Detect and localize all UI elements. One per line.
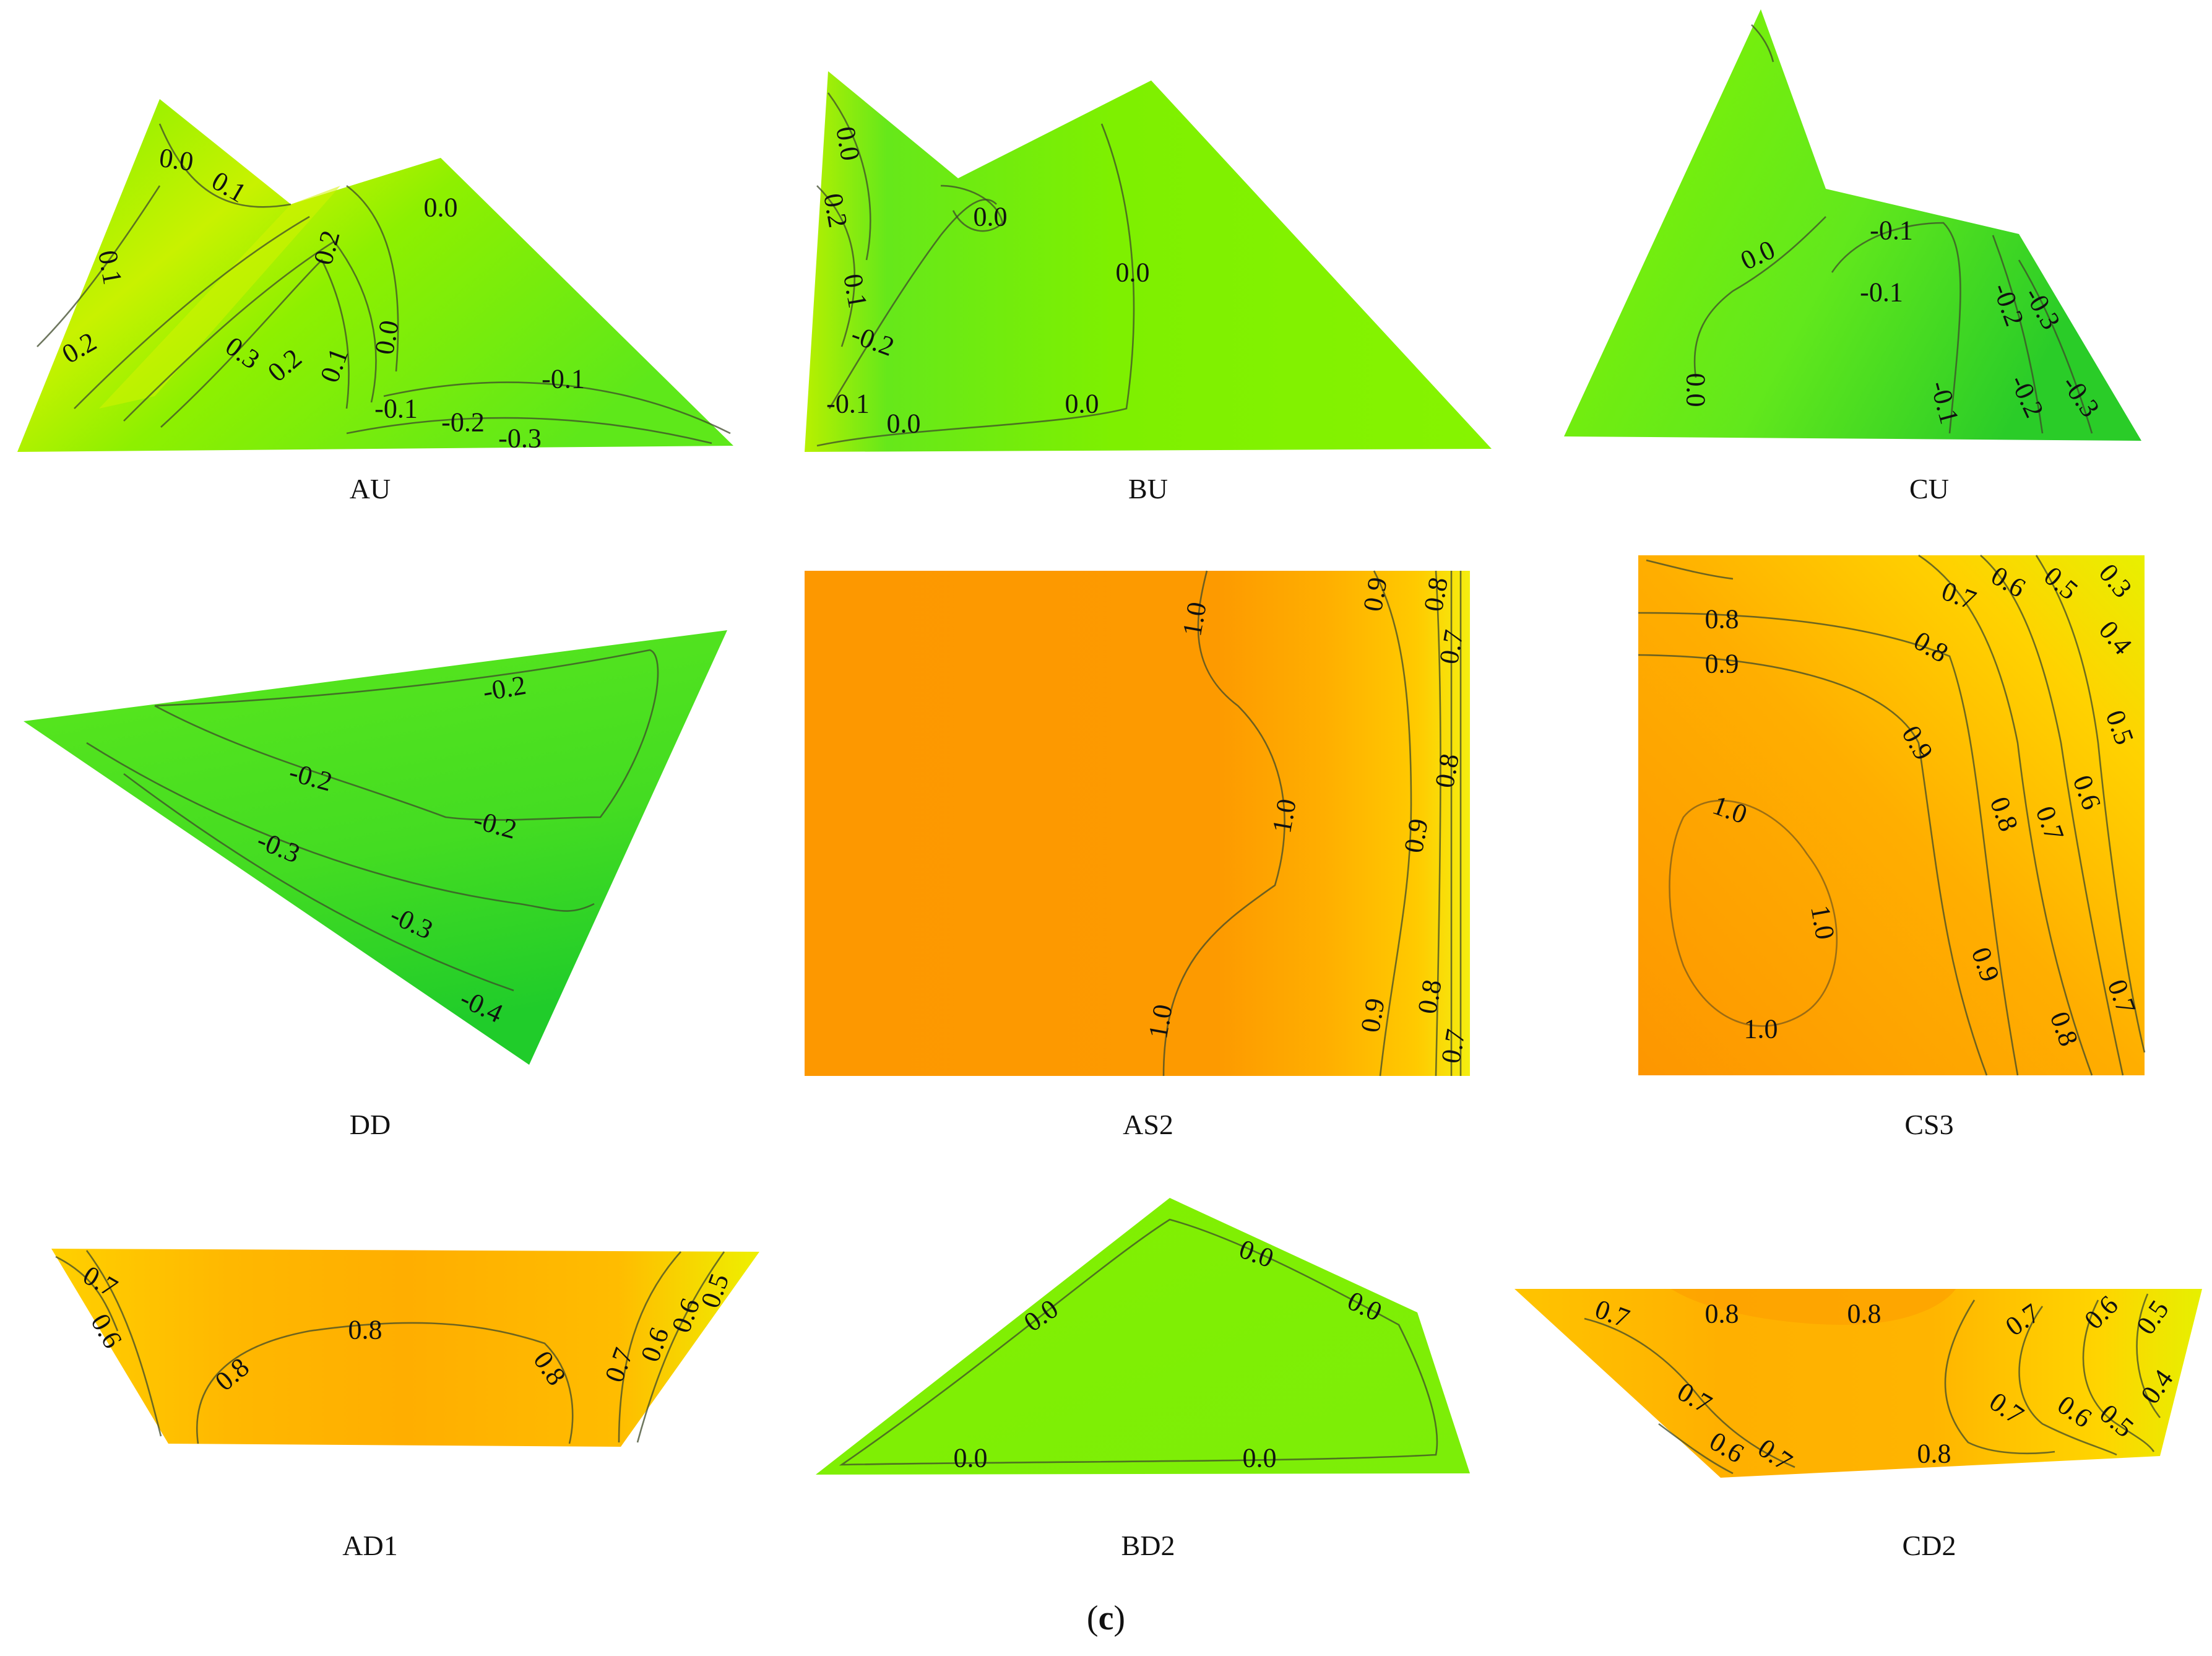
figure-caption: (c) bbox=[1087, 1599, 1125, 1637]
panel-cs3-surface bbox=[1638, 555, 2145, 1075]
panel-bu-surface bbox=[805, 71, 1492, 452]
as2-contour-label: 0.8 bbox=[1429, 752, 1465, 791]
as2-contour-label: 0.7 bbox=[1433, 628, 1469, 667]
panel-as2: 1.0 1.0 1.0 0.9 0.8 0.7 0.8 0.9 0.9 0.8 … bbox=[805, 570, 1471, 1140]
panel-au-ridge bbox=[99, 186, 340, 409]
au-contour-label: -0.1 bbox=[374, 394, 418, 424]
as2-contour-label: 0.7 bbox=[1435, 1027, 1471, 1066]
panel-bd2-title: BD2 bbox=[1121, 1530, 1175, 1561]
panel-bu: 0.0 0.2 0.1 -0.2 0.0 0.0 -0.1 0.0 0.0 BU bbox=[805, 71, 1492, 505]
panel-cu-title: CU bbox=[1909, 473, 1949, 505]
dd-contour-label: -0.2 bbox=[480, 670, 528, 707]
au-contour-label: 0.1 bbox=[92, 248, 128, 287]
au-contour-label: -0.3 bbox=[498, 423, 542, 454]
cd2-contour-label: 0.8 bbox=[1917, 1439, 1951, 1469]
panel-bd2: 0.0 0.0 0.0 0.0 0.0 BD2 bbox=[816, 1198, 1470, 1561]
panel-ad1: 0.7 0.6 0.8 0.8 0.8 0.7 0.6 0.6 0.5 AD1 bbox=[51, 1249, 759, 1561]
as2-contour-label: 0.8 bbox=[1412, 978, 1448, 1017]
cs3-contour-label: 0.9 bbox=[1705, 649, 1739, 679]
cu-contour-label: -0.1 bbox=[1870, 215, 1913, 246]
bu-contour-label: 0.0 bbox=[1116, 258, 1150, 288]
cs3-contour-label: 0.8 bbox=[1705, 604, 1739, 635]
panel-ad1-title: AD1 bbox=[342, 1530, 397, 1561]
as2-contour-label: 1.0 bbox=[1266, 797, 1302, 836]
panel-ad1-surface bbox=[51, 1249, 759, 1447]
panel-cd2-hotband bbox=[1671, 1289, 1956, 1325]
panel-dd-title: DD bbox=[350, 1109, 391, 1140]
bu-contour-label: 0.0 bbox=[1065, 389, 1099, 419]
cd2-contour-label: 0.8 bbox=[1847, 1299, 1881, 1329]
cd2-contour-label: 0.8 bbox=[1705, 1299, 1739, 1329]
panel-cu-surface bbox=[1564, 9, 2141, 441]
au-contour-label: 0.0 bbox=[157, 142, 195, 177]
ad1-contour-label: 0.8 bbox=[348, 1315, 382, 1345]
panel-au: 0.0 0.1 0.1 0.0 0.2 0.2 0.3 0.2 0.1 0.0 … bbox=[17, 99, 733, 505]
panel-au-surface bbox=[17, 99, 733, 452]
cs3-contour-label: 1.0 bbox=[1744, 1014, 1778, 1044]
bu-contour-label: 0.0 bbox=[830, 124, 866, 163]
panel-au-title: AU bbox=[350, 473, 391, 505]
as2-contour-label: 0.9 bbox=[1355, 996, 1391, 1035]
panel-cs3-title: CS3 bbox=[1904, 1109, 1953, 1140]
as2-contour-label: 0.9 bbox=[1357, 575, 1393, 614]
as2-contour-label: 1.0 bbox=[1177, 600, 1212, 639]
as2-contour-label: 0.9 bbox=[1398, 817, 1434, 856]
bd2-contour-label: 0.0 bbox=[1243, 1443, 1277, 1473]
panel-cd2-title: CD2 bbox=[1903, 1530, 1956, 1561]
panel-dd-surface bbox=[24, 630, 727, 1065]
au-contour-label: -0.1 bbox=[542, 364, 585, 394]
bu-contour-label: 0.1 bbox=[837, 272, 873, 311]
panel-dd: -0.2 -0.2 -0.2 -0.3 -0.3 -0.4 DD bbox=[24, 630, 727, 1140]
panel-cu: 0.0 -0.1 -0.1 -0.2 -0.3 0.0 -0.1 -0.2 -0… bbox=[1564, 9, 2141, 505]
panel-bd2-surface bbox=[816, 1198, 1470, 1475]
as2-contour-label: 0.8 bbox=[1418, 575, 1454, 614]
au-contour-label: 0.0 bbox=[369, 318, 405, 357]
au-contour-label: 0.0 bbox=[424, 193, 458, 223]
bu-contour-label: 0.0 bbox=[974, 202, 1008, 232]
panel-as2-surface bbox=[805, 571, 1470, 1076]
panel-as2-title: AS2 bbox=[1123, 1109, 1173, 1140]
panel-cs3: 0.8 0.9 0.7 0.6 0.5 0.3 0.4 0.8 0.9 0.5 … bbox=[1638, 554, 2146, 1140]
cs3-contour-label: 1.0 bbox=[1805, 903, 1841, 942]
as2-contour-label: 1.0 bbox=[1143, 1002, 1178, 1041]
bu-contour-label: 0.2 bbox=[818, 191, 853, 230]
panel-cd2: 0.7 0.8 0.8 0.7 0.6 0.5 0.7 0.7 0.6 0.5 … bbox=[1514, 1289, 2202, 1561]
bd2-contour-label: 0.0 bbox=[954, 1443, 988, 1473]
panel-cs3-hotspot bbox=[1669, 799, 1838, 1027]
au-contour-label: -0.2 bbox=[441, 407, 485, 438]
cu-contour-label: 0.0 bbox=[1681, 373, 1711, 407]
bu-contour-label: -0.1 bbox=[826, 389, 870, 419]
bu-contour-label: 0.0 bbox=[887, 409, 921, 439]
cu-contour-label: -0.1 bbox=[1860, 277, 1903, 308]
panel-cd2-surface bbox=[1514, 1289, 2202, 1478]
panel-bu-title: BU bbox=[1128, 473, 1168, 505]
